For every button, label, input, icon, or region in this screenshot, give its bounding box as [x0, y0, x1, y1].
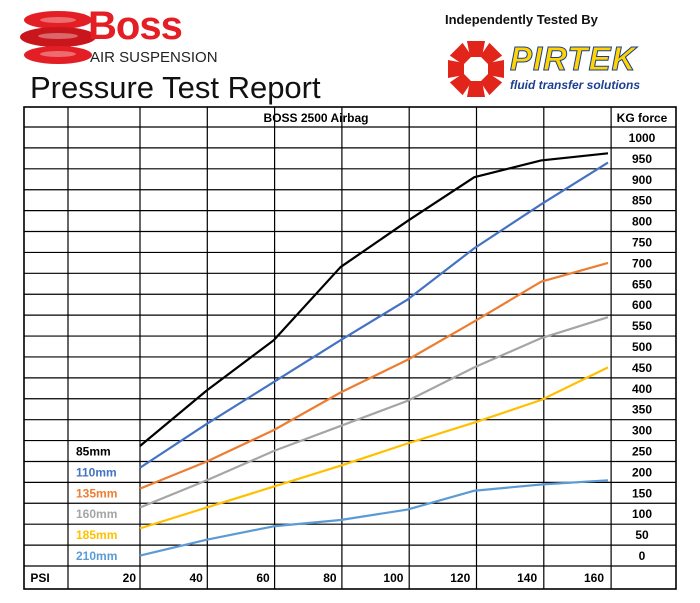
x-tick-label: 100 — [383, 571, 403, 585]
legend-label: 210mm — [76, 549, 117, 563]
series-line-160mm — [139, 316, 609, 509]
y-tick-label: 100 — [632, 507, 652, 521]
y-tick-label: 650 — [632, 277, 652, 291]
y-tick-label: 450 — [632, 361, 652, 375]
series-line-85mm — [139, 152, 609, 447]
y-tick-label: 250 — [632, 445, 652, 459]
y-tick-label: 900 — [632, 173, 652, 187]
x-tick-label: 160 — [584, 571, 604, 585]
legend-background — [73, 526, 135, 543]
y-tick-label: 50 — [635, 528, 649, 542]
y-tick-label: 400 — [632, 382, 652, 396]
y-tick-label: 500 — [632, 340, 652, 354]
chart-border — [23, 106, 677, 590]
legend-background — [73, 547, 135, 564]
y-tick-label: 750 — [632, 235, 652, 249]
series-line-210mm — [139, 479, 609, 557]
legend-label: 185mm — [76, 528, 117, 542]
y-tick-label: 800 — [632, 215, 652, 229]
y-tick-label: 950 — [632, 152, 652, 166]
legend-label: 85mm — [76, 445, 111, 459]
y-tick-label: 550 — [632, 319, 652, 333]
y-tick-label: 0 — [639, 549, 646, 563]
tested-by-label: Independently Tested By — [445, 12, 598, 27]
y-axis-label: KG force — [617, 111, 668, 125]
brand-subtitle: AIR SUSPENSION — [90, 49, 218, 66]
series-line-110mm — [139, 161, 609, 469]
legend-background — [73, 443, 135, 460]
x-tick-label: 20 — [123, 571, 137, 585]
pirtek-logo-icon — [448, 41, 504, 97]
boss-logo-icon — [20, 11, 96, 64]
pirtek-tagline: fluid transfer solutions — [510, 78, 641, 92]
y-tick-label: 700 — [632, 256, 652, 270]
x-tick-label: 140 — [517, 571, 537, 585]
y-tick-label: 1000 — [629, 131, 656, 145]
legend-label: 160mm — [76, 507, 117, 521]
legend-label: 110mm — [76, 465, 117, 479]
x-tick-label: 80 — [323, 571, 337, 585]
y-tick-label: 350 — [632, 403, 652, 417]
series-line-135mm — [139, 261, 609, 490]
y-tick-label: 850 — [632, 194, 652, 208]
chart-title: BOSS 2500 Airbag — [264, 111, 369, 125]
legend-background — [73, 484, 135, 501]
legend-label: 135mm — [76, 486, 117, 500]
legend-background — [73, 463, 135, 480]
x-axis-label: PSI — [30, 571, 49, 585]
series-line-185mm — [139, 366, 609, 530]
x-tick-label: 120 — [450, 571, 470, 585]
x-tick-label: 40 — [189, 571, 203, 585]
pirtek-name: PIRTEK — [509, 40, 637, 77]
y-tick-label: 200 — [632, 465, 652, 479]
legend-background — [73, 505, 135, 522]
x-tick-label: 60 — [256, 571, 270, 585]
y-tick-label: 600 — [632, 298, 652, 312]
y-tick-label: 300 — [632, 424, 652, 438]
report-header: Boss AIR SUSPENSION Pressure Test Report… — [0, 0, 700, 106]
page-title: Pressure Test Report — [30, 70, 321, 105]
brand-name: Boss — [88, 4, 183, 48]
y-tick-label: 150 — [632, 486, 652, 500]
